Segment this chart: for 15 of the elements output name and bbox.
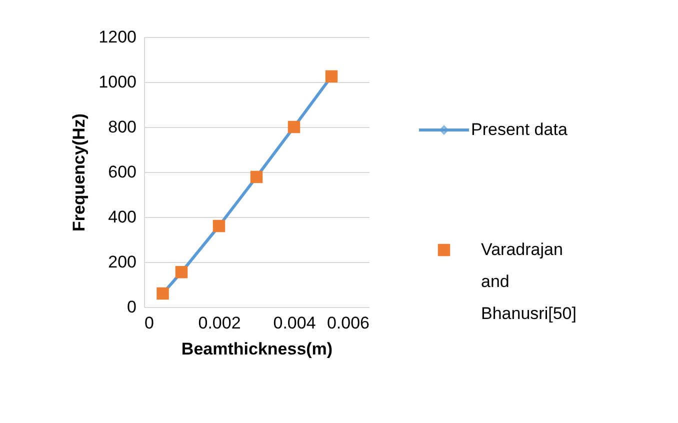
x-tick-label: 0 (144, 314, 154, 332)
y-tick-label: 600 (108, 162, 136, 182)
x-tick-label: 0.002 (198, 314, 241, 332)
y-tick-label: 1000 (98, 72, 136, 92)
y-tick-label: 1200 (98, 28, 136, 46)
y-tick-label: 400 (108, 208, 136, 226)
y-tick-label: 800 (108, 118, 136, 136)
legend-label: Varadrajan and Bhanusri[50] (481, 240, 576, 323)
x-axis-title: Beamthickness(m) (181, 340, 333, 358)
x-tick-label: 0.006 (326, 314, 370, 332)
y-axis-title: Frequency(Hz) (70, 113, 89, 232)
x-tick-label: 0.004 (273, 314, 316, 332)
y-tick-label: 0 (127, 298, 136, 316)
y-tick-label: 200 (108, 252, 136, 272)
legend-label: Present data (471, 120, 568, 139)
